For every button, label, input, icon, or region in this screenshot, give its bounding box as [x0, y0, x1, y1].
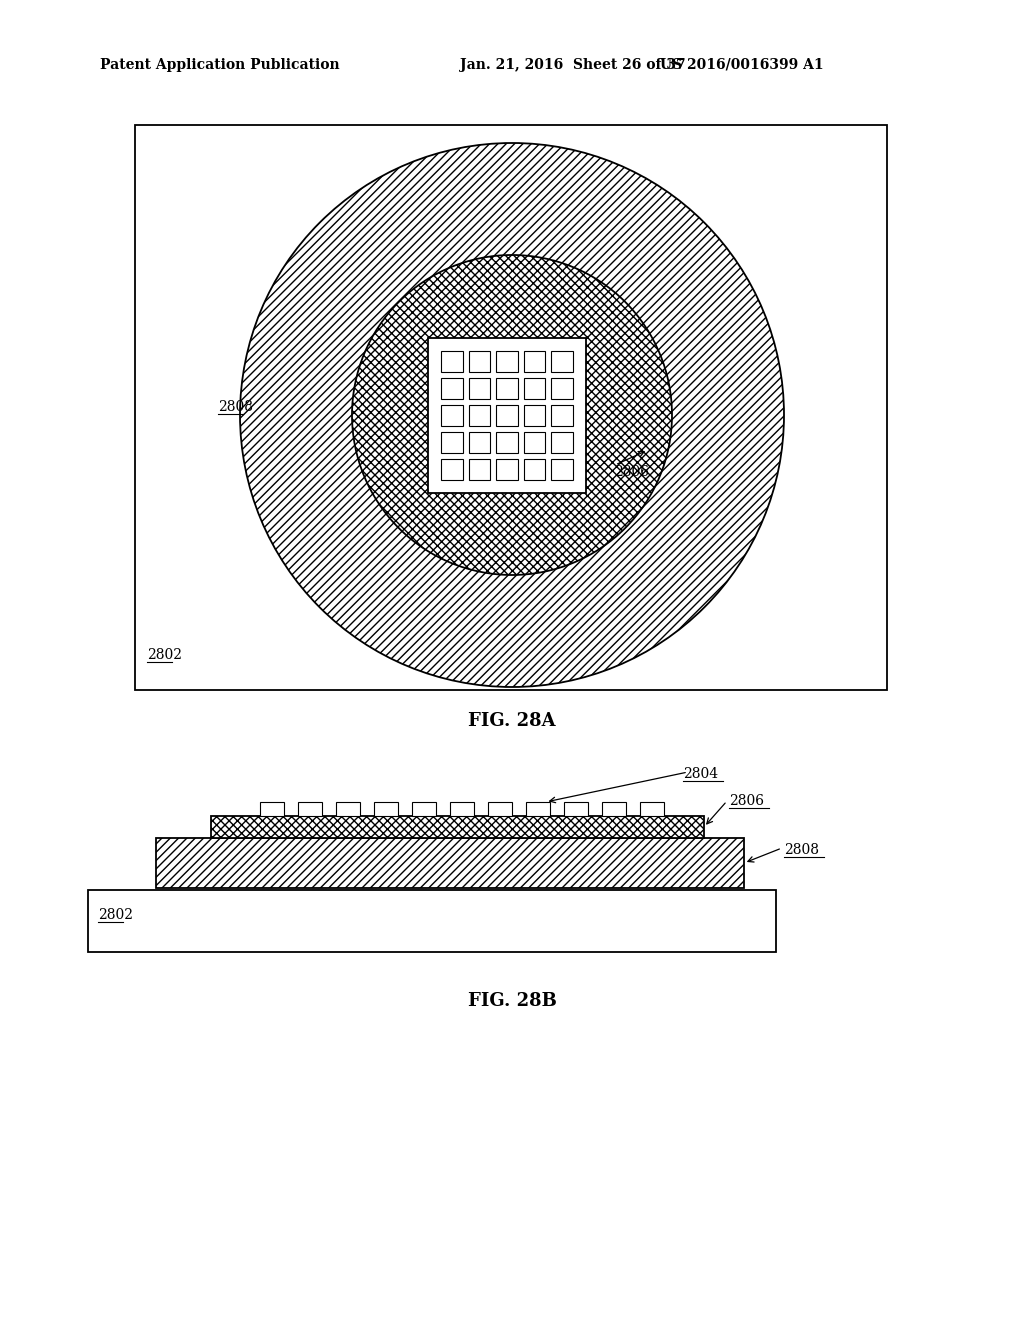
Bar: [412, 803, 436, 816]
Bar: [552, 351, 573, 372]
Text: 2806: 2806: [614, 465, 649, 479]
Bar: [441, 459, 463, 480]
Bar: [441, 405, 463, 426]
Bar: [524, 432, 546, 453]
Bar: [156, 838, 744, 888]
Bar: [88, 890, 776, 952]
Bar: [552, 405, 573, 426]
Bar: [441, 351, 463, 372]
Text: US 2016/0016399 A1: US 2016/0016399 A1: [660, 58, 823, 73]
Bar: [441, 432, 463, 453]
Text: 2804: 2804: [683, 767, 718, 781]
Circle shape: [240, 143, 784, 686]
Bar: [374, 803, 398, 816]
Bar: [497, 459, 518, 480]
Bar: [525, 803, 550, 816]
Bar: [336, 803, 360, 816]
Text: 2808: 2808: [784, 843, 819, 857]
Text: FIG. 28B: FIG. 28B: [468, 993, 556, 1010]
Bar: [487, 803, 512, 816]
Bar: [428, 338, 586, 492]
Bar: [524, 459, 546, 480]
Bar: [497, 405, 518, 426]
Bar: [469, 351, 490, 372]
Bar: [563, 803, 589, 816]
Bar: [469, 405, 490, 426]
Bar: [469, 459, 490, 480]
Bar: [524, 351, 546, 372]
Text: Jan. 21, 2016  Sheet 26 of 37: Jan. 21, 2016 Sheet 26 of 37: [460, 58, 686, 73]
Bar: [450, 803, 474, 816]
Bar: [298, 803, 323, 816]
Text: 2802: 2802: [98, 908, 133, 921]
Bar: [211, 816, 705, 838]
Bar: [469, 432, 490, 453]
Circle shape: [352, 255, 672, 576]
Bar: [602, 803, 627, 816]
Bar: [469, 378, 490, 399]
Text: 2808: 2808: [218, 400, 253, 414]
Text: 2804: 2804: [515, 444, 550, 458]
Bar: [524, 378, 546, 399]
Bar: [497, 432, 518, 453]
Text: 2802: 2802: [147, 648, 182, 663]
Bar: [552, 378, 573, 399]
Bar: [552, 459, 573, 480]
Text: FIG. 28A: FIG. 28A: [468, 711, 556, 730]
Text: 2806: 2806: [729, 795, 764, 808]
Bar: [497, 378, 518, 399]
Bar: [524, 405, 546, 426]
Bar: [135, 125, 887, 690]
Bar: [552, 432, 573, 453]
Bar: [441, 378, 463, 399]
Bar: [260, 803, 285, 816]
Text: Patent Application Publication: Patent Application Publication: [100, 58, 340, 73]
Bar: [640, 803, 665, 816]
Bar: [497, 351, 518, 372]
